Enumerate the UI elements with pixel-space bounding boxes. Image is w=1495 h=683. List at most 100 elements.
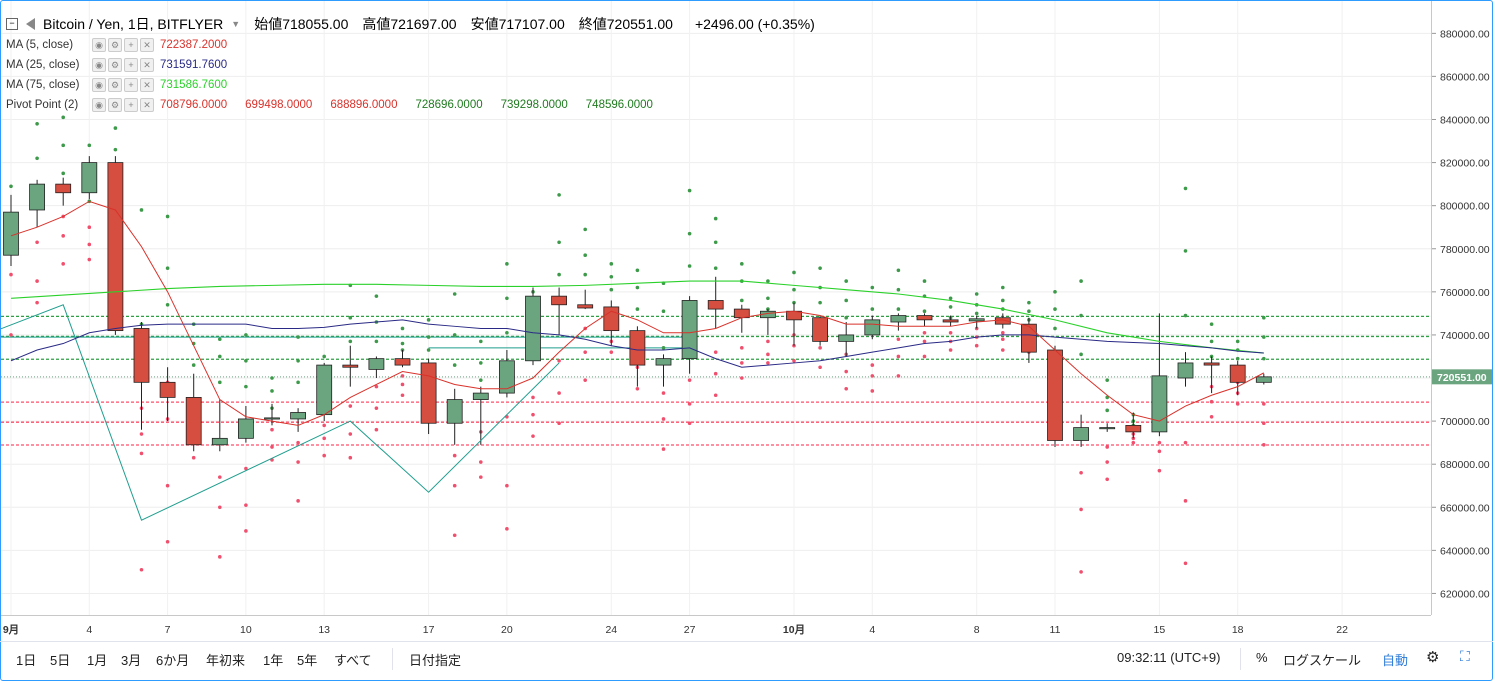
support-dot <box>844 369 848 374</box>
range-button[interactable]: 5年 <box>297 653 318 668</box>
chevron-down-icon[interactable]: ▼ <box>231 19 241 29</box>
support-dot <box>165 483 170 488</box>
resistance-dot <box>426 335 431 339</box>
resistance-dot <box>113 147 118 152</box>
indicator-name[interactable]: MA (25, close) <box>6 59 80 71</box>
candle-up <box>1099 423 1116 432</box>
auto-scale-toggle[interactable]: 自動 <box>1382 653 1409 668</box>
fullscreen-icon[interactable]: ⛶ <box>1460 648 1470 664</box>
support-dot <box>1183 561 1188 566</box>
ohlc-close: 終値720551.00 <box>578 16 673 32</box>
indicator-row[interactable]: MA (5, close) ◉ ⚙ + ✕ 722387.2000 <box>6 35 815 55</box>
support-dot <box>1105 445 1109 449</box>
candle-body <box>577 304 594 309</box>
resistance-dot <box>35 122 39 126</box>
support-dot <box>1105 477 1109 482</box>
eye-icon[interactable]: ◉ <box>92 58 106 72</box>
symbol-title[interactable]: Bitcoin / Yen, 1日, BITFLYER <box>43 16 224 32</box>
candle-down <box>707 276 724 329</box>
candle-body <box>159 381 176 398</box>
resistance-dot <box>1262 335 1266 339</box>
settings-icon[interactable]: ⚙ <box>108 78 122 92</box>
resistance-dot <box>505 330 509 335</box>
candle-body <box>368 358 385 370</box>
support-dot <box>1105 460 1109 464</box>
candle-body <box>968 318 985 322</box>
support-dot <box>400 382 405 387</box>
collapse-icon[interactable]: − <box>6 18 18 30</box>
time-axis[interactable]: 9月 4 7 10 13 17 20 24 27 10月 4 8 11 15 18 22 <box>1 615 1431 642</box>
indicator-row[interactable]: Pivot Point (2) ◉ ⚙ + ✕ 708796.0000 699498.000… <box>6 95 815 115</box>
support-dot <box>1079 471 1083 475</box>
candle-up <box>838 322 855 357</box>
indicator-name[interactable]: MA (5, close) <box>6 39 74 51</box>
support-dot <box>557 421 561 426</box>
range-button[interactable]: 年初来 <box>206 653 246 668</box>
indicator-row[interactable]: MA (25, close) ◉ ⚙ + ✕ 731591.7600 <box>6 55 815 75</box>
candle-down <box>185 373 202 452</box>
date-label: 4 <box>869 624 875 636</box>
range-button[interactable]: 1年 <box>263 653 284 668</box>
gear-icon[interactable]: ⚙ <box>1426 649 1440 666</box>
support-dot <box>557 391 561 395</box>
range-button[interactable]: 5日 <box>50 653 71 668</box>
support-dot <box>792 343 796 348</box>
indicator-value: 699498.0000 <box>245 99 313 111</box>
indicator-name[interactable]: MA (75, close) <box>6 79 80 91</box>
resistance-dot <box>296 380 300 385</box>
resistance-dot <box>557 272 561 277</box>
candle-down <box>342 345 359 387</box>
support-dot <box>505 527 509 531</box>
more-icon[interactable]: + <box>124 78 138 92</box>
candle-up <box>472 386 489 445</box>
eye-icon[interactable]: ◉ <box>92 78 106 92</box>
price-plot[interactable] <box>1 1 1431 615</box>
settings-icon[interactable]: ⚙ <box>108 98 122 112</box>
range-button[interactable]: 6か月 <box>156 653 190 668</box>
range-button[interactable]: すべて <box>334 653 372 668</box>
flag-icon[interactable] <box>26 18 35 30</box>
support-dot <box>374 406 379 410</box>
indicator-name[interactable]: Pivot Point (2) <box>6 99 79 111</box>
settings-icon[interactable]: ⚙ <box>108 58 122 72</box>
date-label: 22 <box>1336 624 1348 636</box>
more-icon[interactable]: + <box>124 38 138 52</box>
date-label: 4 <box>86 624 92 636</box>
close-icon[interactable]: ✕ <box>140 38 154 52</box>
close-icon[interactable]: ✕ <box>140 78 154 92</box>
more-icon[interactable]: + <box>124 98 138 112</box>
resistance-dot <box>922 279 927 283</box>
indicator-row[interactable]: MA (75, close) ◉ ⚙ + ✕ 731586.7600 <box>6 75 815 95</box>
settings-icon[interactable]: ⚙ <box>108 38 122 52</box>
toolbar-divider <box>392 648 393 670</box>
percent-toggle[interactable]: % <box>1256 650 1268 665</box>
price-axis[interactable]: 620000.00 640000.00 660000.00 680000.00 7000… <box>1431 1 1493 615</box>
range-button[interactable]: 1月 <box>87 653 108 668</box>
candlesticks <box>3 156 1272 452</box>
indicator-value: 728696.0000 <box>415 99 483 111</box>
eye-icon[interactable]: ◉ <box>92 98 106 112</box>
resistance-dot <box>479 339 483 344</box>
resistance-dot <box>1262 315 1266 320</box>
support-dot <box>374 384 379 389</box>
support-dot <box>766 339 770 344</box>
candle-down <box>107 156 124 335</box>
log-scale-toggle[interactable]: ログスケール <box>1283 653 1362 668</box>
range-button[interactable]: 3月 <box>121 653 142 668</box>
price-tick-label: 820000.00 <box>1440 158 1490 170</box>
date-label: 10 <box>240 624 252 636</box>
support-dot <box>452 483 457 488</box>
range-button[interactable]: 1日 <box>16 653 37 668</box>
eye-icon[interactable]: ◉ <box>92 38 106 52</box>
chart-legend: − Bitcoin / Yen, 1日, BITFLYER ▼ 始値718055… <box>6 13 815 115</box>
goto-date-button[interactable]: 日付指定 <box>409 653 462 668</box>
resistance-dot <box>61 143 65 148</box>
resistance-dot <box>9 184 13 189</box>
support-dot <box>870 374 875 378</box>
more-icon[interactable]: + <box>124 58 138 72</box>
candle-body <box>864 319 881 336</box>
close-icon[interactable]: ✕ <box>140 58 154 72</box>
resistance-dot <box>661 346 666 350</box>
resistance-dot <box>896 307 901 311</box>
close-icon[interactable]: ✕ <box>140 98 154 112</box>
